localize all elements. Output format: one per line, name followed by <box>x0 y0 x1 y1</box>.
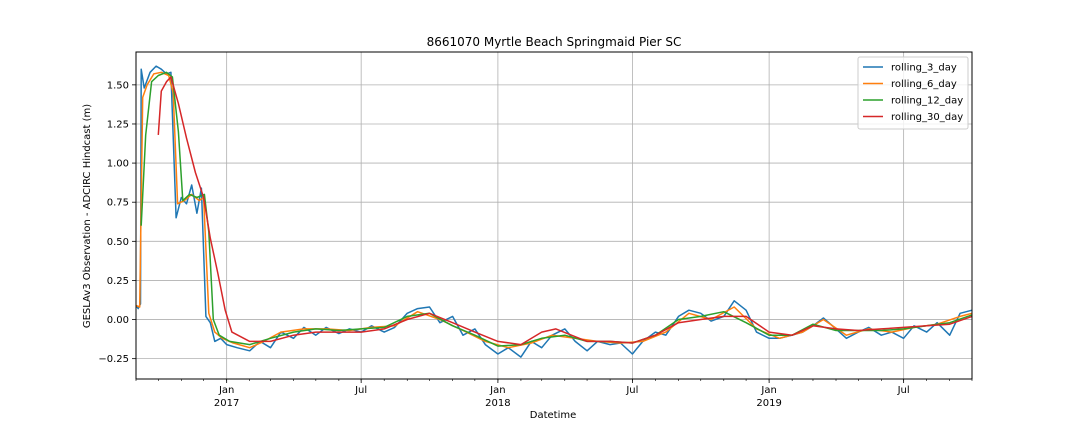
x-tick-year-label: 2019 <box>756 398 781 409</box>
y-tick-label: 0.75 <box>107 198 129 209</box>
y-tick-label: 1.25 <box>107 119 129 130</box>
series-line-rolling-30-day <box>157 76 973 346</box>
x-tick-label: Jul <box>625 385 638 396</box>
x-tick-label: Jul <box>354 385 367 396</box>
x-tick-year-label: 2017 <box>214 398 239 409</box>
y-tick-label: 0.50 <box>107 237 129 248</box>
y-tick-label: 0.00 <box>107 315 129 326</box>
y-tick-label: 0.25 <box>107 276 129 287</box>
legend-label: rolling_3_day <box>891 63 957 74</box>
grid-lines <box>136 52 972 379</box>
y-tick-label: 1.50 <box>107 80 129 91</box>
series-lines <box>135 65 973 358</box>
legend-label: rolling_30_day <box>891 112 963 123</box>
x-tick-label: Jul <box>897 385 910 396</box>
x-tick-label: Jan <box>760 385 776 396</box>
legend-box <box>857 56 969 130</box>
y-axis-title: GESLAv3 Observation - ADCIRC Hindcast (m… <box>82 104 93 328</box>
x-axis: Jan 2017 Jul Jan 2018 Jul Jan 2019 Jul <box>135 379 973 409</box>
y-tick-label: 1.00 <box>107 159 129 170</box>
legend-label: rolling_6_day <box>891 79 957 90</box>
y-axis: −0.25 0.00 0.25 0.50 0.75 1.00 1.25 1.50 <box>98 80 136 365</box>
y-tick-label: −0.25 <box>98 354 129 365</box>
x-tick-label: Jan <box>218 385 234 396</box>
legend-label: rolling_12_day <box>891 96 963 107</box>
plot-frame <box>135 51 973 380</box>
legend: rolling_3_day rolling_6_day rolling_12_day… <box>857 56 969 130</box>
x-axis-title: Datetime <box>530 410 577 421</box>
x-tick-year-label: 2018 <box>485 398 510 409</box>
chart-title: 8661070 Myrtle Beach Springmaid Pier SC <box>427 35 682 49</box>
x-tick-label: Jan <box>489 385 505 396</box>
